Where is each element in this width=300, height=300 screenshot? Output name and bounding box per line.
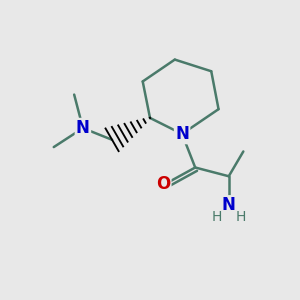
Text: N: N bbox=[222, 196, 236, 214]
Text: N: N bbox=[76, 119, 90, 137]
Text: H: H bbox=[236, 210, 246, 224]
Text: O: O bbox=[156, 175, 170, 193]
Text: N: N bbox=[175, 125, 189, 143]
Text: H: H bbox=[211, 210, 222, 224]
